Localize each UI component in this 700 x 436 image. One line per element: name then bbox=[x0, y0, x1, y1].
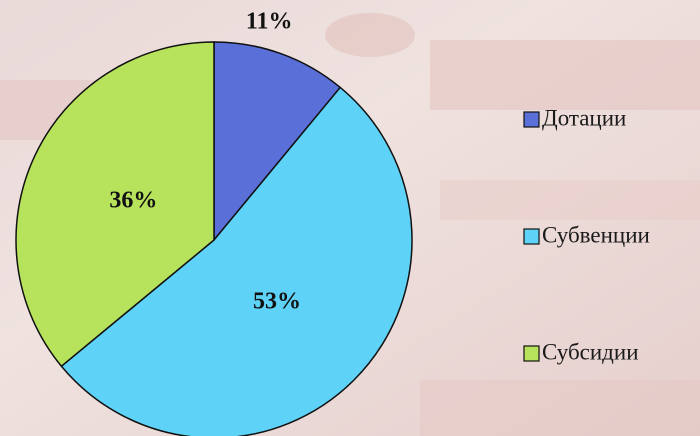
pie-slice bbox=[15, 41, 215, 368]
pie-slice bbox=[213, 41, 342, 243]
pie-slice bbox=[60, 86, 413, 436]
legend-swatch bbox=[523, 228, 540, 245]
background-decor bbox=[325, 13, 415, 57]
background-decor bbox=[430, 40, 700, 110]
legend-label: Субвенции bbox=[542, 222, 650, 247]
legend-label: Дотации bbox=[542, 105, 626, 130]
legend-label: Субсидии bbox=[542, 339, 639, 364]
background-decor bbox=[440, 180, 700, 220]
data-label: 53% bbox=[253, 289, 301, 315]
background-decor bbox=[420, 380, 700, 436]
legend-swatch bbox=[523, 345, 540, 362]
data-label: 36% bbox=[109, 188, 157, 214]
data-label: 11% bbox=[246, 9, 293, 35]
legend-swatch bbox=[523, 111, 540, 128]
